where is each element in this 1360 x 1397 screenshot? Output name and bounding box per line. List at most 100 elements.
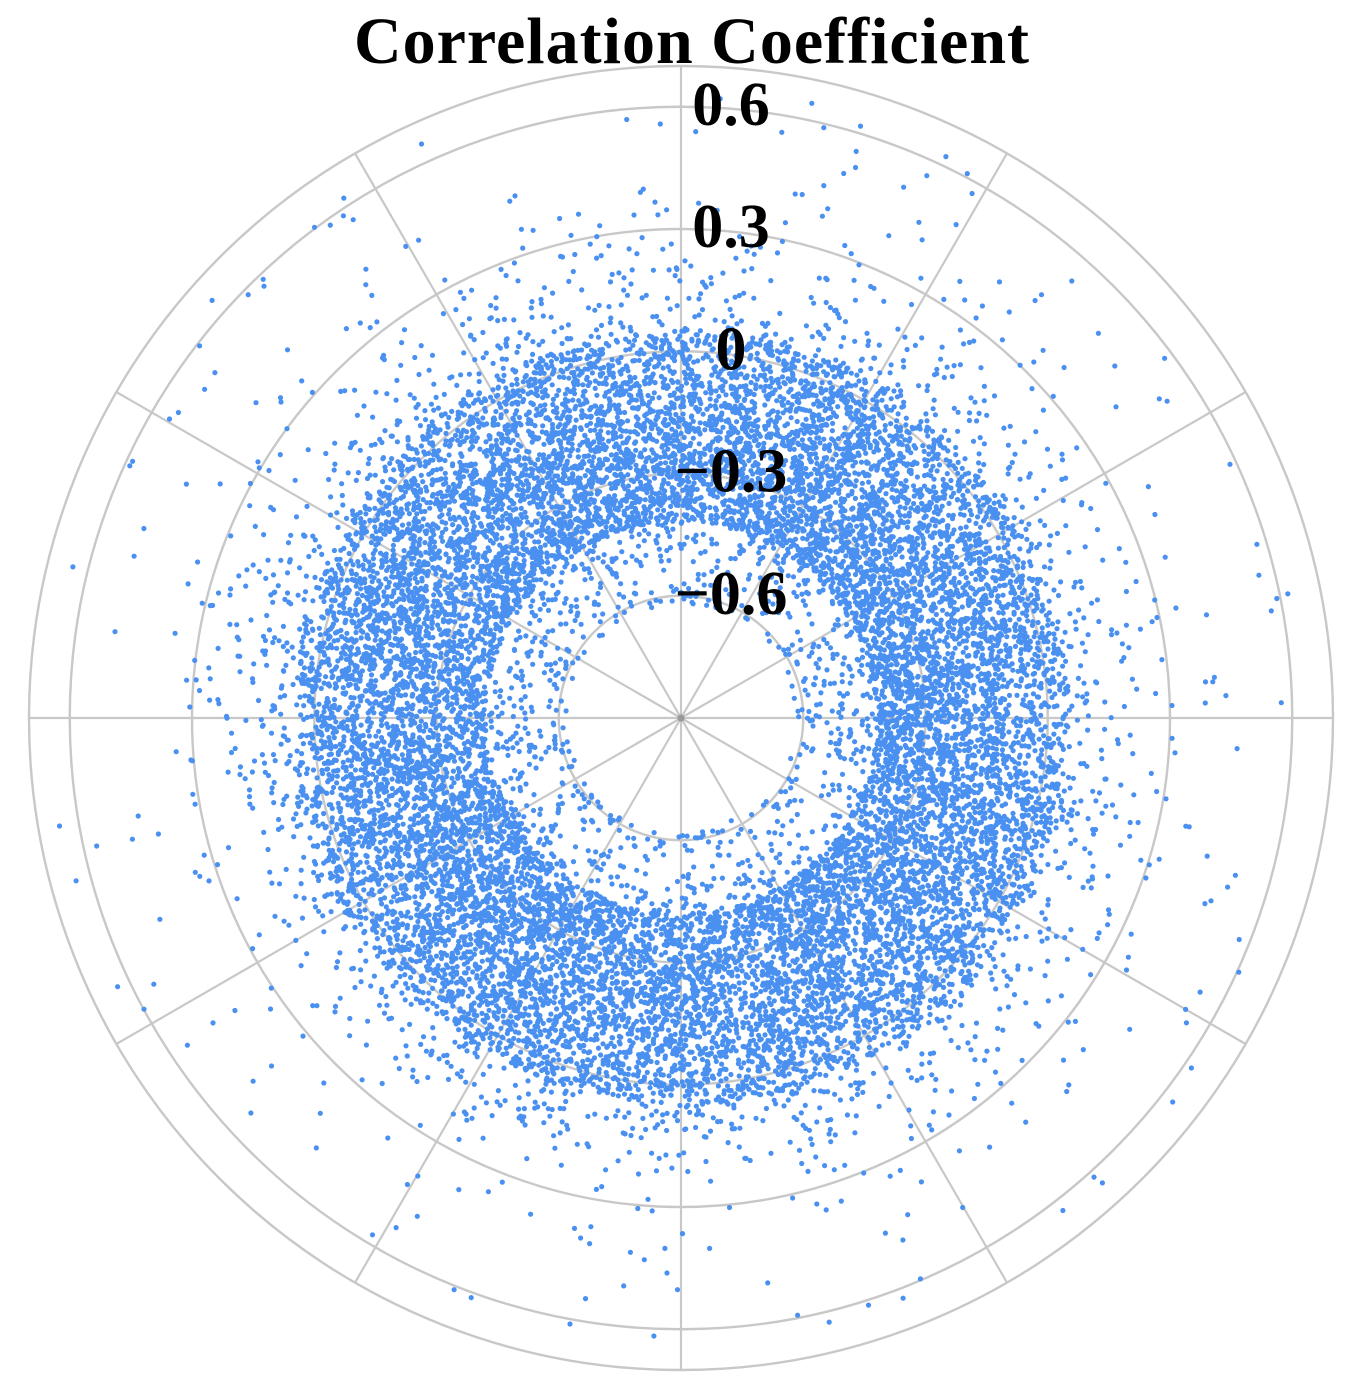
scatter-point xyxy=(798,1081,805,1087)
scatter-point xyxy=(626,392,633,398)
scatter-point xyxy=(852,164,859,171)
scatter-point xyxy=(380,932,386,938)
scatter-point xyxy=(1015,784,1021,790)
scatter-point xyxy=(1105,922,1111,928)
scatter-point xyxy=(582,473,588,479)
scatter-point xyxy=(975,1081,981,1087)
scatter-point xyxy=(248,1110,254,1116)
scatter-point xyxy=(1031,359,1037,365)
scatter-point xyxy=(796,582,802,588)
scatter-point xyxy=(202,386,208,392)
scatter-point xyxy=(542,634,548,641)
scatter-point xyxy=(600,611,606,617)
scatter-points xyxy=(56,96,1291,1339)
scatter-point xyxy=(433,861,439,867)
scatter-point xyxy=(979,303,986,309)
scatter-point xyxy=(863,986,870,992)
scatter-point xyxy=(458,451,464,457)
scatter-point xyxy=(433,571,439,577)
scatter-point xyxy=(759,855,765,861)
scatter-point xyxy=(332,1009,338,1015)
scatter-point xyxy=(258,717,264,723)
scatter-point xyxy=(609,974,615,980)
scatter-point xyxy=(748,379,754,386)
scatter-point xyxy=(972,494,979,500)
scatter-point xyxy=(582,804,588,810)
scatter-point xyxy=(553,909,559,915)
scatter-point xyxy=(525,730,531,737)
scatter-point xyxy=(373,678,379,684)
scatter-point xyxy=(347,817,353,823)
scatter-point xyxy=(387,925,393,931)
scatter-point xyxy=(1017,476,1023,482)
scatter-point xyxy=(460,321,466,328)
scatter-point xyxy=(639,912,645,918)
scatter-point xyxy=(1045,958,1051,964)
scatter-point xyxy=(772,830,778,836)
scatter-point xyxy=(1067,785,1073,791)
scatter-point xyxy=(766,829,772,835)
scatter-point xyxy=(934,366,940,372)
scatter-point xyxy=(514,448,520,454)
scatter-point xyxy=(677,1102,683,1109)
scatter-point xyxy=(999,747,1006,753)
scatter-point xyxy=(527,1004,533,1010)
scatter-point xyxy=(626,246,632,252)
scatter-point xyxy=(655,533,661,539)
scatter-point xyxy=(434,1011,440,1017)
scatter-point xyxy=(628,1132,634,1139)
scatter-point xyxy=(707,1245,713,1251)
scatter-point xyxy=(548,1089,555,1095)
scatter-point xyxy=(631,924,637,930)
scatter-point xyxy=(886,1040,892,1046)
scatter-point xyxy=(1062,675,1068,682)
scatter-point xyxy=(454,964,460,970)
scatter-point xyxy=(491,984,497,990)
scatter-point xyxy=(357,320,363,326)
scatter-point xyxy=(1045,902,1051,908)
scatter-point xyxy=(729,608,735,614)
scatter-point xyxy=(541,1101,547,1107)
scatter-point xyxy=(1039,608,1045,614)
scatter-point xyxy=(129,836,135,842)
scatter-point xyxy=(363,940,369,946)
scatter-point xyxy=(580,1006,586,1012)
scatter-point xyxy=(577,1068,583,1074)
scatter-point xyxy=(942,1025,948,1031)
scatter-point xyxy=(936,966,943,972)
scatter-point xyxy=(976,906,982,913)
scatter-point xyxy=(301,703,307,709)
scatter-point xyxy=(1080,884,1086,891)
scatter-point xyxy=(1069,703,1075,709)
scatter-point xyxy=(878,958,884,965)
scatter-point xyxy=(709,536,715,542)
scatter-point xyxy=(761,388,767,394)
scatter-point xyxy=(799,845,805,851)
scatter-point xyxy=(523,716,529,722)
scatter-point xyxy=(859,494,866,500)
scatter-point xyxy=(643,552,649,559)
scatter-point xyxy=(956,881,963,887)
scatter-point xyxy=(489,724,495,730)
scatter-point xyxy=(537,606,543,612)
scatter-point xyxy=(664,295,671,301)
scatter-point xyxy=(1046,926,1052,932)
scatter-point xyxy=(885,867,891,873)
scatter-point xyxy=(1058,757,1065,763)
scatter-point xyxy=(501,1065,507,1071)
scatter-point xyxy=(714,207,720,213)
scatter-point xyxy=(334,556,340,562)
scatter-point xyxy=(680,873,686,880)
scatter-point xyxy=(406,674,412,680)
scatter-point xyxy=(237,669,243,675)
scatter-point xyxy=(672,273,678,279)
scatter-point xyxy=(651,475,658,481)
scatter-point xyxy=(1078,663,1084,669)
scatter-point xyxy=(563,1098,569,1105)
scatter-point xyxy=(1146,862,1152,868)
scatter-point xyxy=(466,403,472,409)
scatter-point xyxy=(326,476,332,483)
scatter-point xyxy=(700,411,706,417)
scatter-point xyxy=(387,460,393,466)
scatter-point xyxy=(1020,697,1026,703)
